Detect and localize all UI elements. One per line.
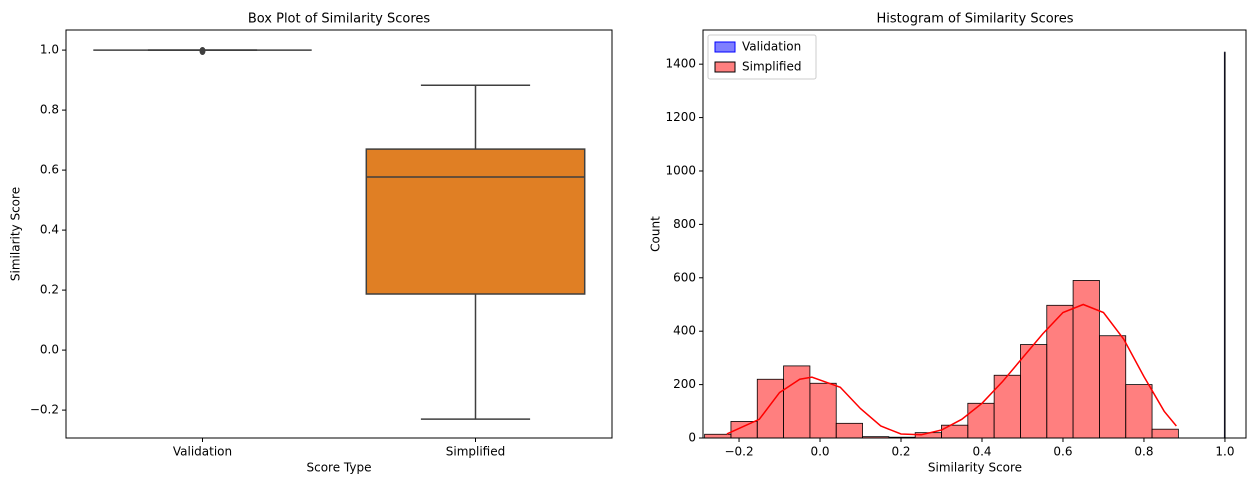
bar [1151, 428, 1179, 439]
bar [835, 422, 863, 439]
x-tick-label: 1.0 [1215, 445, 1234, 459]
bar [1099, 335, 1127, 439]
y-tick-label: 600 [673, 270, 696, 284]
chart-title: Box Plot of Similarity Scores [248, 12, 431, 27]
bar [704, 433, 732, 439]
y-tick-label: 800 [673, 217, 696, 231]
kde-line [726, 303, 1177, 436]
y-tick-label: 0.8 [40, 103, 59, 117]
y-tick-label: 0.2 [40, 283, 59, 297]
bar [1072, 280, 1100, 439]
chart-title: Histogram of Similarity Scores [876, 12, 1073, 27]
x-tick-label: 0.4 [972, 445, 991, 459]
y-tick-label: 0.6 [40, 163, 59, 177]
x-tick-label: 0.8 [1134, 445, 1153, 459]
y-axis-label: Count [649, 216, 663, 252]
bar [1046, 304, 1074, 439]
x-axis-label: Similarity Score [928, 461, 1022, 475]
bar [1125, 384, 1153, 439]
y-tick-label: 0.4 [40, 223, 59, 237]
legend-label: Validation [742, 40, 801, 54]
axes-frame [65, 29, 613, 439]
axes-frame [702, 29, 1247, 439]
x-tick-label: 0.2 [891, 445, 910, 459]
y-tick-label: 0 [688, 431, 696, 445]
x-axis-label: Score Type [307, 461, 372, 475]
bar [967, 402, 995, 439]
outlier [199, 47, 206, 55]
x-tick-label: 0.0 [810, 445, 829, 459]
x-tick-label: −0.2 [724, 445, 753, 459]
y-tick-label: 1000 [665, 163, 696, 177]
bar [1223, 51, 1226, 439]
x-tick-label: Simplified [446, 445, 505, 459]
bar [993, 374, 1021, 439]
bar [756, 378, 784, 439]
bar [1020, 344, 1048, 439]
x-tick-label: Validation [173, 445, 232, 459]
x-tick-label: 0.6 [1053, 445, 1072, 459]
y-tick-label: 200 [673, 377, 696, 391]
legend-swatch [714, 41, 736, 53]
y-tick-label: 1400 [665, 57, 696, 71]
legend-swatch [714, 61, 736, 73]
y-tick-label: 1200 [665, 110, 696, 124]
bar [783, 365, 811, 439]
box [365, 148, 586, 295]
y-tick-label: −0.2 [30, 403, 59, 417]
y-axis-label: Similarity Score [9, 187, 23, 281]
legend-label: Simplified [742, 60, 801, 74]
y-tick-label: 0.0 [40, 343, 59, 357]
y-tick-label: 1.0 [40, 43, 59, 57]
bar [809, 382, 837, 439]
y-tick-label: 400 [673, 324, 696, 338]
